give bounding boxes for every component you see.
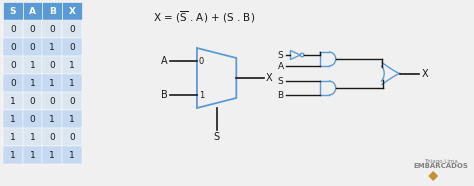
Bar [42, 20, 62, 38]
Text: S: S [278, 76, 283, 86]
Text: S: S [278, 51, 283, 60]
Text: 0: 0 [69, 97, 75, 105]
Bar [23, 20, 42, 38]
Text: 0: 0 [29, 42, 36, 52]
Text: 1: 1 [49, 115, 55, 124]
Text: 1: 1 [199, 91, 204, 100]
Bar [23, 74, 42, 92]
Bar [3, 74, 23, 92]
Bar [42, 56, 62, 74]
Text: X = ($\overline{\mathrm{S}}$ . A) + (S . B): X = ($\overline{\mathrm{S}}$ . A) + (S .… [153, 9, 255, 25]
Text: X: X [68, 7, 75, 15]
Text: 1: 1 [29, 132, 36, 142]
Bar [62, 2, 82, 20]
Text: 0: 0 [10, 78, 16, 87]
Text: X: X [421, 68, 428, 78]
Bar [3, 56, 23, 74]
Bar [62, 146, 82, 164]
Bar [23, 92, 42, 110]
Text: 0: 0 [29, 97, 36, 105]
Bar [23, 110, 42, 128]
Bar [62, 110, 82, 128]
Text: 1: 1 [69, 115, 75, 124]
Text: 0: 0 [49, 25, 55, 33]
Text: 1: 1 [29, 60, 36, 70]
Text: A: A [29, 7, 36, 15]
Text: 0: 0 [49, 60, 55, 70]
Text: 1: 1 [10, 97, 16, 105]
Text: 0: 0 [10, 42, 16, 52]
Text: B: B [49, 7, 55, 15]
Bar [23, 38, 42, 56]
Text: 0: 0 [199, 57, 204, 65]
Bar [23, 56, 42, 74]
Text: 0: 0 [29, 115, 36, 124]
Text: 0: 0 [29, 25, 36, 33]
Bar [62, 128, 82, 146]
Bar [42, 110, 62, 128]
Bar [42, 38, 62, 56]
Bar [62, 20, 82, 38]
Bar [3, 146, 23, 164]
Text: 1: 1 [10, 132, 16, 142]
Text: 1: 1 [29, 78, 36, 87]
Text: 0: 0 [10, 25, 16, 33]
Text: 0: 0 [10, 60, 16, 70]
Text: Thiago Lima: Thiago Lima [424, 159, 458, 164]
Bar [23, 146, 42, 164]
Text: 1: 1 [29, 150, 36, 160]
Bar [3, 2, 23, 20]
Bar [3, 92, 23, 110]
Text: 1: 1 [69, 60, 75, 70]
Text: B: B [277, 91, 283, 100]
Text: B: B [161, 90, 167, 100]
Text: A: A [277, 62, 283, 70]
Bar [62, 92, 82, 110]
Bar [3, 38, 23, 56]
Text: 1: 1 [10, 115, 16, 124]
Text: 1: 1 [49, 78, 55, 87]
Bar [42, 146, 62, 164]
Bar [62, 74, 82, 92]
Text: 1: 1 [49, 150, 55, 160]
Polygon shape [428, 171, 438, 181]
Text: 1: 1 [10, 150, 16, 160]
Text: 0: 0 [69, 42, 75, 52]
Text: 0: 0 [69, 25, 75, 33]
Text: 1: 1 [69, 78, 75, 87]
Text: X: X [266, 73, 273, 83]
Text: A: A [161, 56, 167, 66]
Text: S: S [9, 7, 16, 15]
Text: 0: 0 [49, 132, 55, 142]
Bar [42, 2, 62, 20]
Bar [23, 128, 42, 146]
Text: 0: 0 [69, 132, 75, 142]
Text: 1: 1 [69, 150, 75, 160]
Bar [62, 38, 82, 56]
Bar [42, 74, 62, 92]
Text: EMBARCADOS: EMBARCADOS [414, 163, 469, 169]
Bar [42, 128, 62, 146]
Bar [42, 92, 62, 110]
Bar [62, 56, 82, 74]
Text: 1: 1 [49, 42, 55, 52]
Text: S: S [214, 132, 219, 142]
Bar [3, 20, 23, 38]
Bar [23, 2, 42, 20]
Bar [3, 110, 23, 128]
Text: 0: 0 [49, 97, 55, 105]
Bar [3, 128, 23, 146]
